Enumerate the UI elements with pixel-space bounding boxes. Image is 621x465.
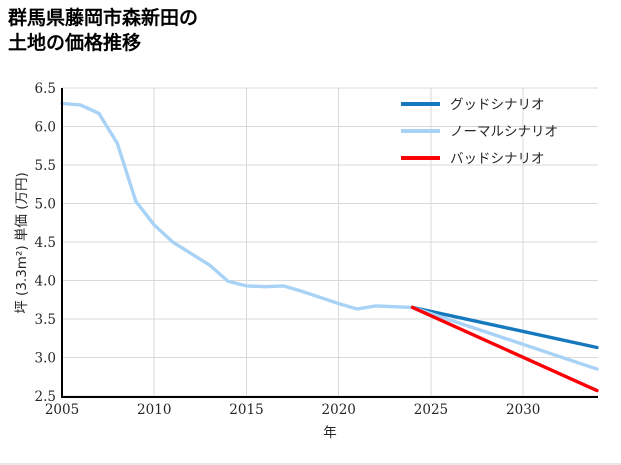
x-axis-title: 年 [323, 425, 337, 441]
y-tick-label: 4.0 [35, 274, 56, 290]
y-tick-label: 3.0 [35, 351, 56, 367]
y-tick-labels: 2.5 3.0 3.5 4.0 4.5 5.0 5.5 6.0 6.5 [35, 81, 56, 405]
series-line [410, 305, 599, 371]
y-tick-label: 6.0 [35, 120, 56, 136]
series-layer [60, 101, 599, 393]
y-axis-title: 坪 (3.3m²) 単価 (万円) [14, 172, 30, 313]
x-tick-label: 2005 [45, 402, 79, 418]
series-line [410, 305, 599, 350]
page-title: 群馬県藤岡市森新田の 土地の価格推移 [8, 7, 199, 55]
y-tick-label: 4.5 [35, 235, 56, 251]
y-tick-label: 5.5 [35, 158, 56, 174]
axis-lines [60, 88, 598, 399]
series-line [410, 305, 599, 393]
series-line [60, 101, 415, 311]
x-tick-label: 2030 [506, 402, 540, 418]
legend-label: バッドシナリオ [450, 151, 545, 167]
y-tick-label: 3.5 [35, 312, 56, 328]
legend-label: ノーマルシナリオ [450, 124, 558, 140]
y-tick-label: 5.0 [35, 197, 56, 213]
x-tick-labels: 2005 2010 2015 2020 2025 2030 [45, 402, 541, 418]
y-tick-label: 6.5 [35, 81, 56, 97]
x-tick-label: 2020 [322, 402, 356, 418]
x-tick-label: 2010 [137, 402, 171, 418]
x-tick-label: 2015 [229, 402, 263, 418]
legend-label: グッドシナリオ [450, 97, 545, 113]
x-tick-label: 2025 [414, 402, 448, 418]
y-tick-label: 2.5 [35, 389, 56, 405]
